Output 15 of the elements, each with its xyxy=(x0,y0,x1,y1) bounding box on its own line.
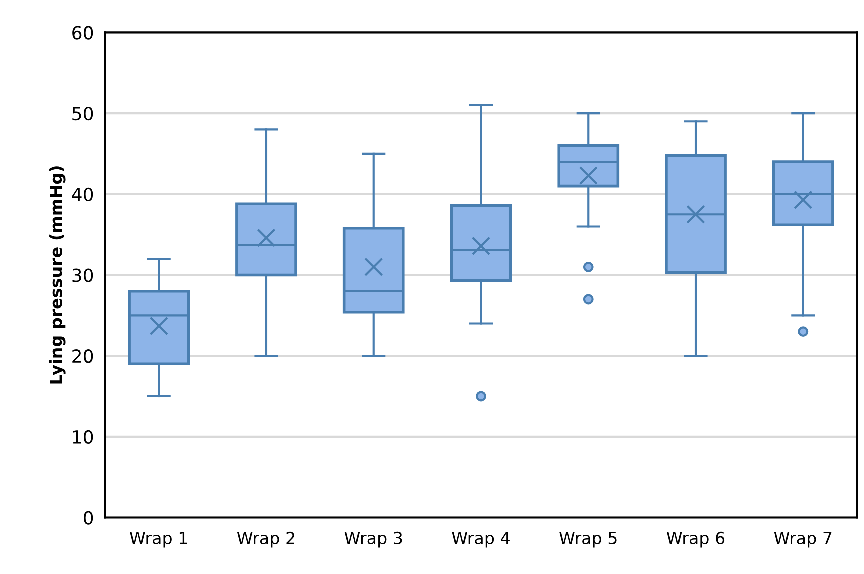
x-tick-label: Wrap 2 xyxy=(237,532,294,548)
y-tick-label: 30 xyxy=(72,268,94,282)
y-axis-title: Lying pressure (mmHg) xyxy=(50,166,66,384)
x-tick-label: Wrap 1 xyxy=(130,532,188,548)
x-tick-label: Wrap 5 xyxy=(560,532,617,548)
y-tick-label: 0 xyxy=(84,511,94,525)
y-tick-label: 10 xyxy=(73,430,94,444)
y-tick-label: 50 xyxy=(72,107,94,121)
y-tick-label: 60 xyxy=(72,26,94,40)
y-tick-label: 20 xyxy=(72,350,94,364)
x-tick-label: Wrap 4 xyxy=(452,532,510,548)
x-tick-label: Wrap 7 xyxy=(774,532,832,548)
x-tick-label: Wrap 6 xyxy=(666,532,725,548)
y-tick-label: 40 xyxy=(72,188,94,202)
x-tick-label: Wrap 3 xyxy=(344,532,402,548)
